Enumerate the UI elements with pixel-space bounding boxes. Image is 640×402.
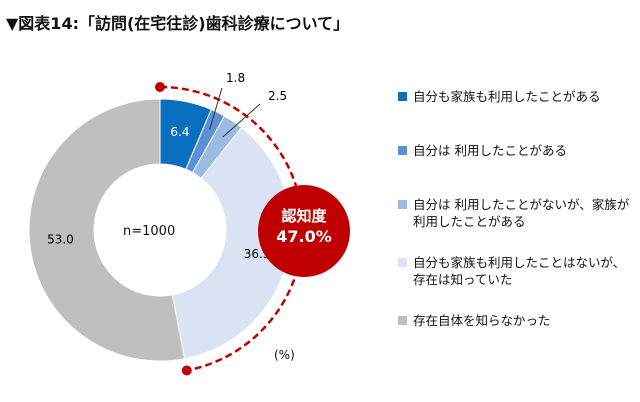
donut-slices bbox=[28, 98, 292, 362]
data-label: 53.0 bbox=[47, 232, 74, 246]
legend-item: 自分も家族も利用したことはないが、存在は知っていた bbox=[398, 254, 633, 288]
leader-line bbox=[209, 87, 223, 130]
chart-title: ▼図表14:「訪問(在宅往診)歯科診療について」 bbox=[6, 14, 350, 33]
sample-size-label: n=1000 bbox=[123, 224, 176, 239]
legend-swatch bbox=[398, 258, 407, 267]
unit-label: (%) bbox=[274, 348, 295, 362]
legend-item: 存在自体を知らなかった bbox=[398, 312, 633, 329]
awareness-badge: 認知度 47.0% bbox=[258, 185, 350, 277]
data-label: 1.8 bbox=[226, 71, 245, 85]
donut-slice bbox=[28, 98, 186, 362]
legend-label: 存在自体を知らなかった bbox=[413, 313, 551, 328]
legend-label: 自分も家族も利用したことはないが、存在は知っていた bbox=[413, 255, 626, 287]
data-label: 6.4 bbox=[170, 125, 189, 139]
legend-item: 自分も家族も利用したことがある bbox=[398, 88, 633, 105]
bracket-endpoint bbox=[155, 82, 165, 92]
legend-swatch bbox=[398, 146, 407, 155]
data-label: 2.5 bbox=[268, 89, 287, 103]
legend-label: 自分は 利用したことがないが、家族が利用したことがある bbox=[413, 197, 630, 229]
awareness-value: 47.0% bbox=[276, 227, 332, 246]
leader-line bbox=[222, 103, 261, 138]
awareness-label: 認知度 bbox=[281, 207, 327, 225]
legend-swatch bbox=[398, 92, 407, 101]
legend-label: 自分も家族も利用したことがある bbox=[413, 89, 601, 104]
bracket-endpoint bbox=[181, 365, 192, 376]
legend-swatch bbox=[398, 316, 407, 325]
legend-item: 自分は 利用したことがないが、家族が利用したことがある bbox=[398, 196, 633, 230]
legend-label: 自分は 利用したことがある bbox=[413, 143, 567, 158]
legend-item: 自分は 利用したことがある bbox=[398, 142, 633, 159]
legend-swatch bbox=[398, 200, 407, 209]
